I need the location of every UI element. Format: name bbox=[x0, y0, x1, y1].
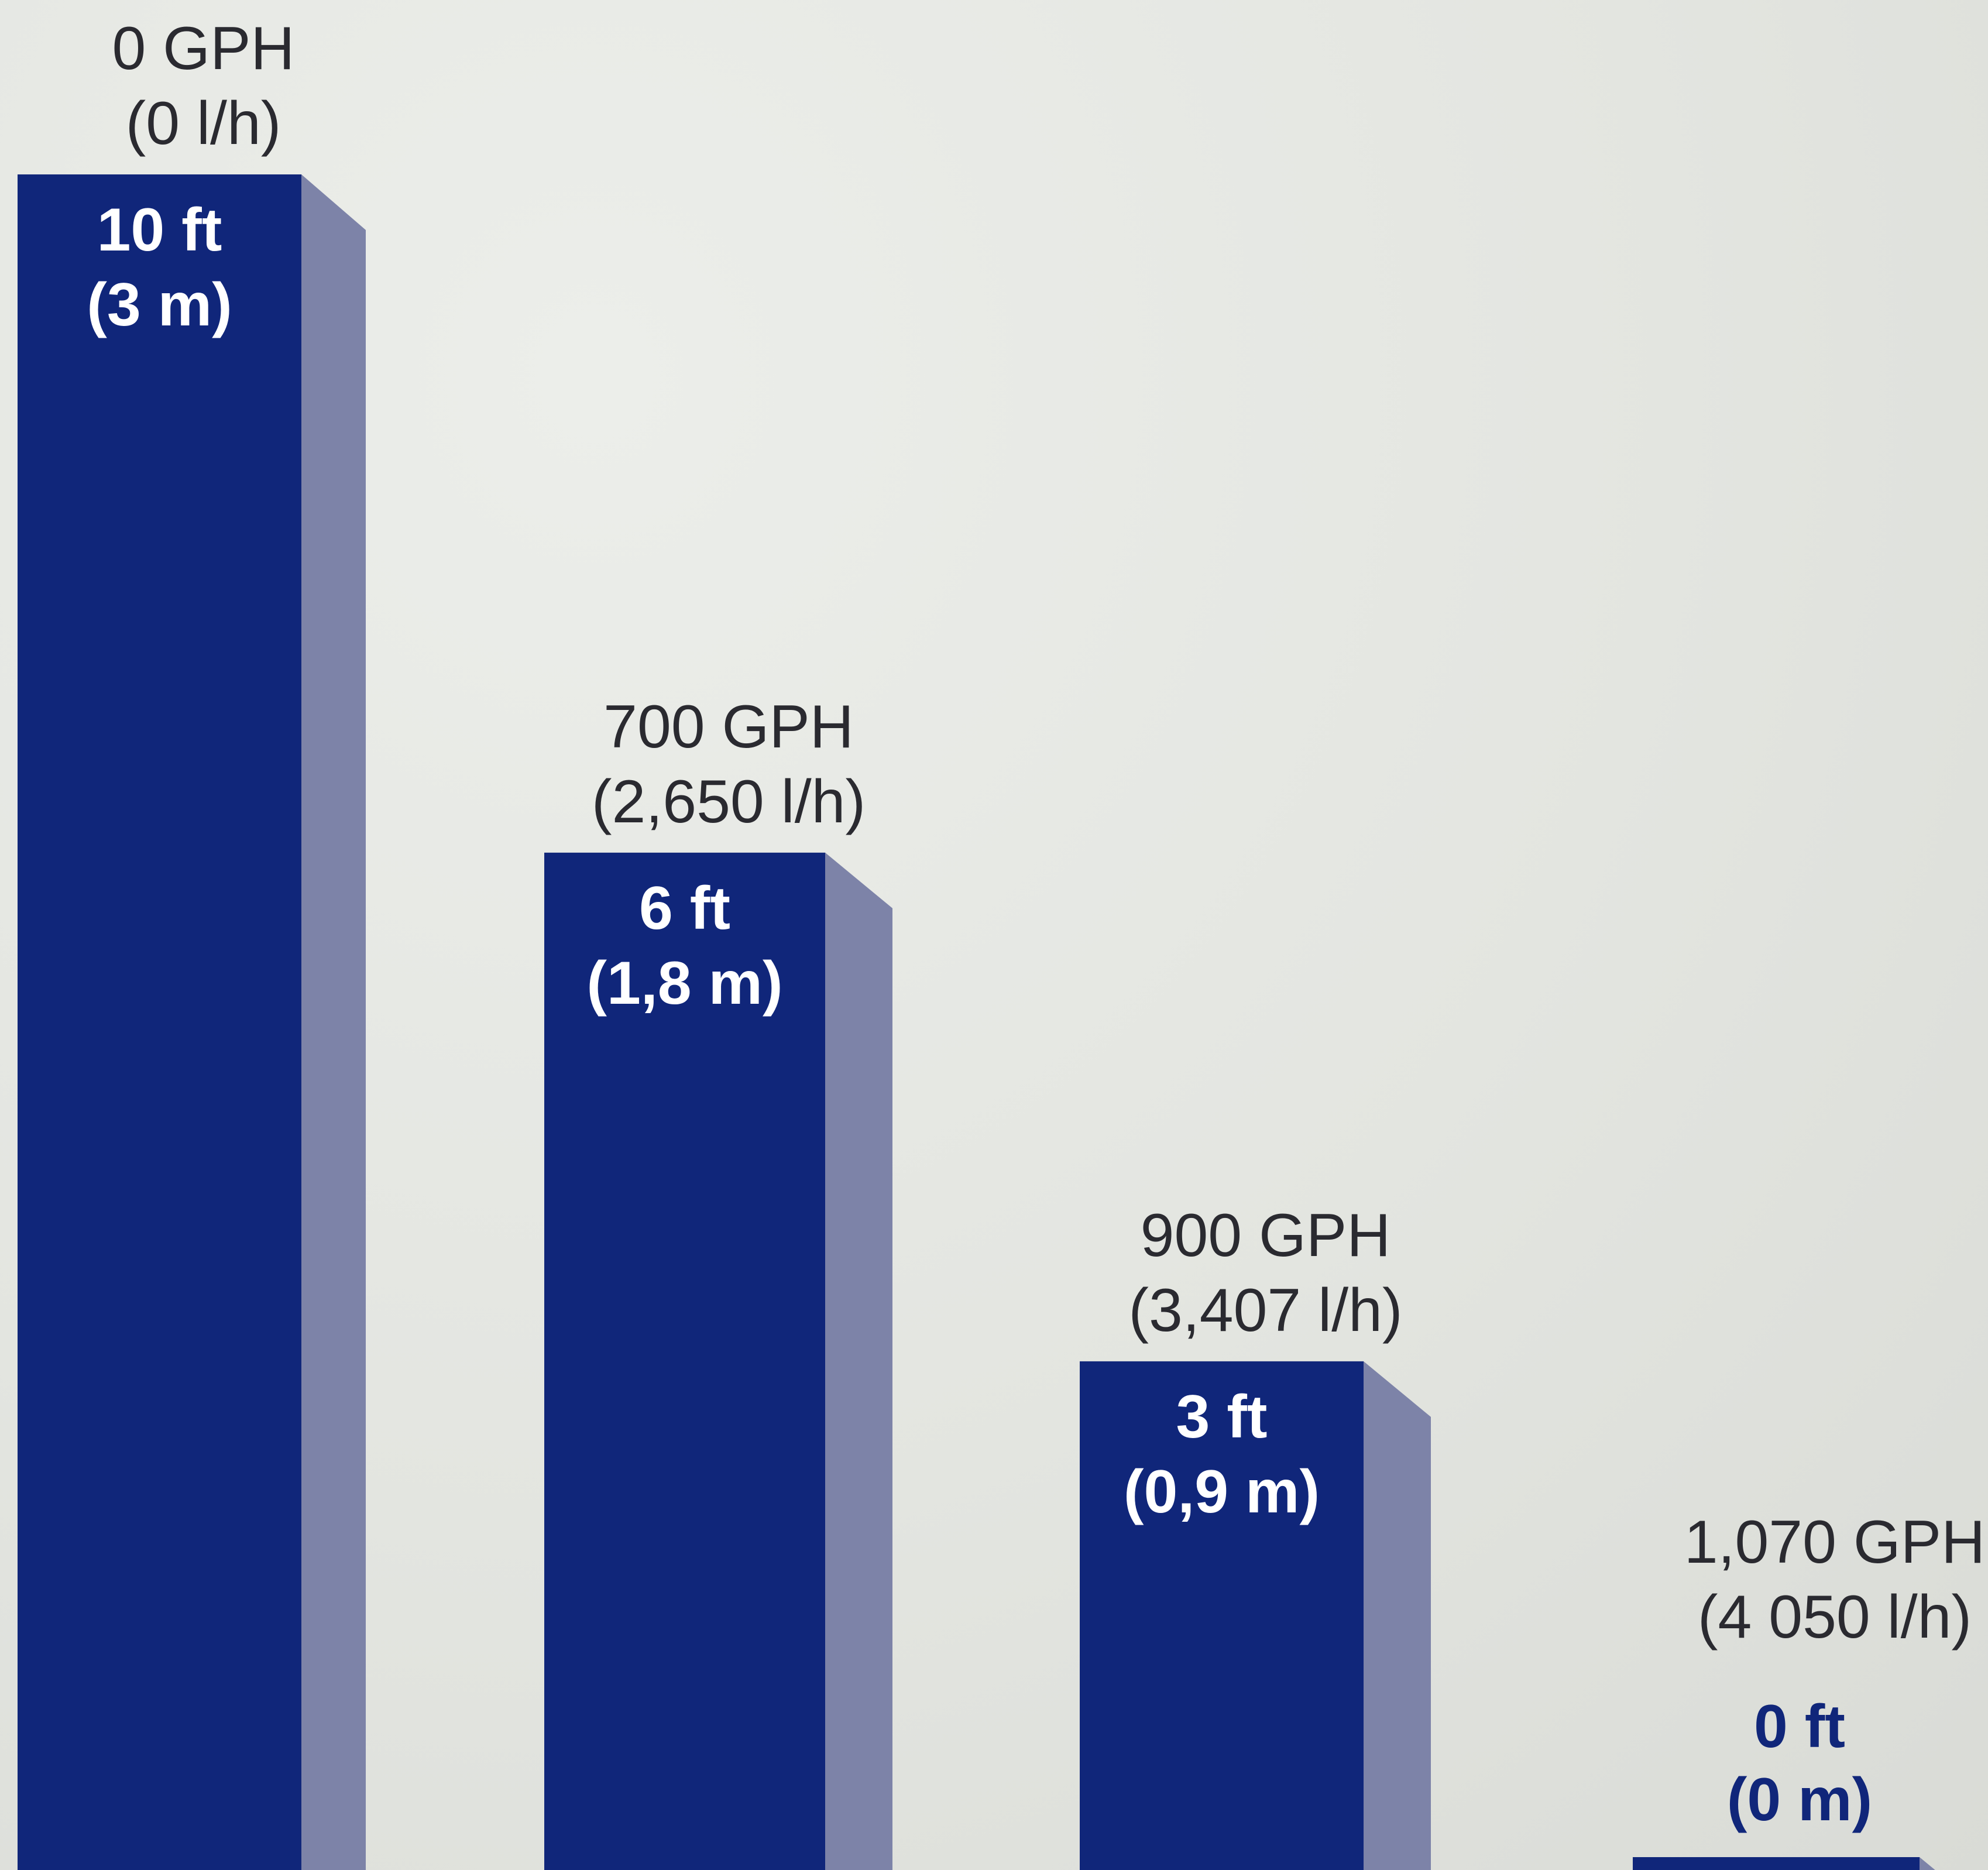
bar-flow-label-metric: (0 l/h) bbox=[126, 90, 281, 157]
bar-side-2 bbox=[825, 852, 892, 1870]
bar-3 bbox=[1080, 1361, 1364, 1870]
bar-flow-label-metric: (3,407 l/h) bbox=[1128, 1277, 1402, 1344]
bar-height-label: 3 ft bbox=[1176, 1383, 1268, 1451]
bar-group-1 bbox=[18, 174, 366, 1870]
bar-side-3 bbox=[1364, 1361, 1431, 1870]
bar-side-1 bbox=[301, 174, 366, 1870]
bar-height-label-metric: (0 m) bbox=[1727, 1766, 1872, 1834]
bar-height-label-metric: (0,9 m) bbox=[1124, 1458, 1320, 1526]
bar-flow-label: 0 GPH bbox=[112, 15, 294, 83]
bar-flow-label: 900 GPH bbox=[1141, 1202, 1391, 1269]
bar-height-label-metric: (1,8 m) bbox=[586, 949, 782, 1017]
bar-height-label-metric: (3 m) bbox=[87, 271, 232, 339]
bar-height-label: 6 ft bbox=[639, 874, 730, 942]
bar-height-label: 0 ft bbox=[1754, 1693, 1845, 1761]
bar-group-3 bbox=[1080, 1361, 1431, 1870]
bar-height-label: 10 ft bbox=[97, 196, 222, 264]
bar-side-4 bbox=[1920, 1857, 1987, 1870]
bar-group-2 bbox=[544, 852, 892, 1870]
bar-flow-label: 1,070 GPH bbox=[1684, 1508, 1986, 1576]
bar-flow-label-metric: (4 050 l/h) bbox=[1698, 1583, 1972, 1651]
bar-4 bbox=[1633, 1857, 1920, 1870]
bar-flow-label: 700 GPH bbox=[603, 693, 854, 761]
bar-1 bbox=[18, 174, 301, 1870]
bar-group-4 bbox=[1633, 1857, 1987, 1870]
bar-flow-label-metric: (2,650 l/h) bbox=[592, 768, 866, 836]
bar-2 bbox=[544, 852, 825, 1870]
